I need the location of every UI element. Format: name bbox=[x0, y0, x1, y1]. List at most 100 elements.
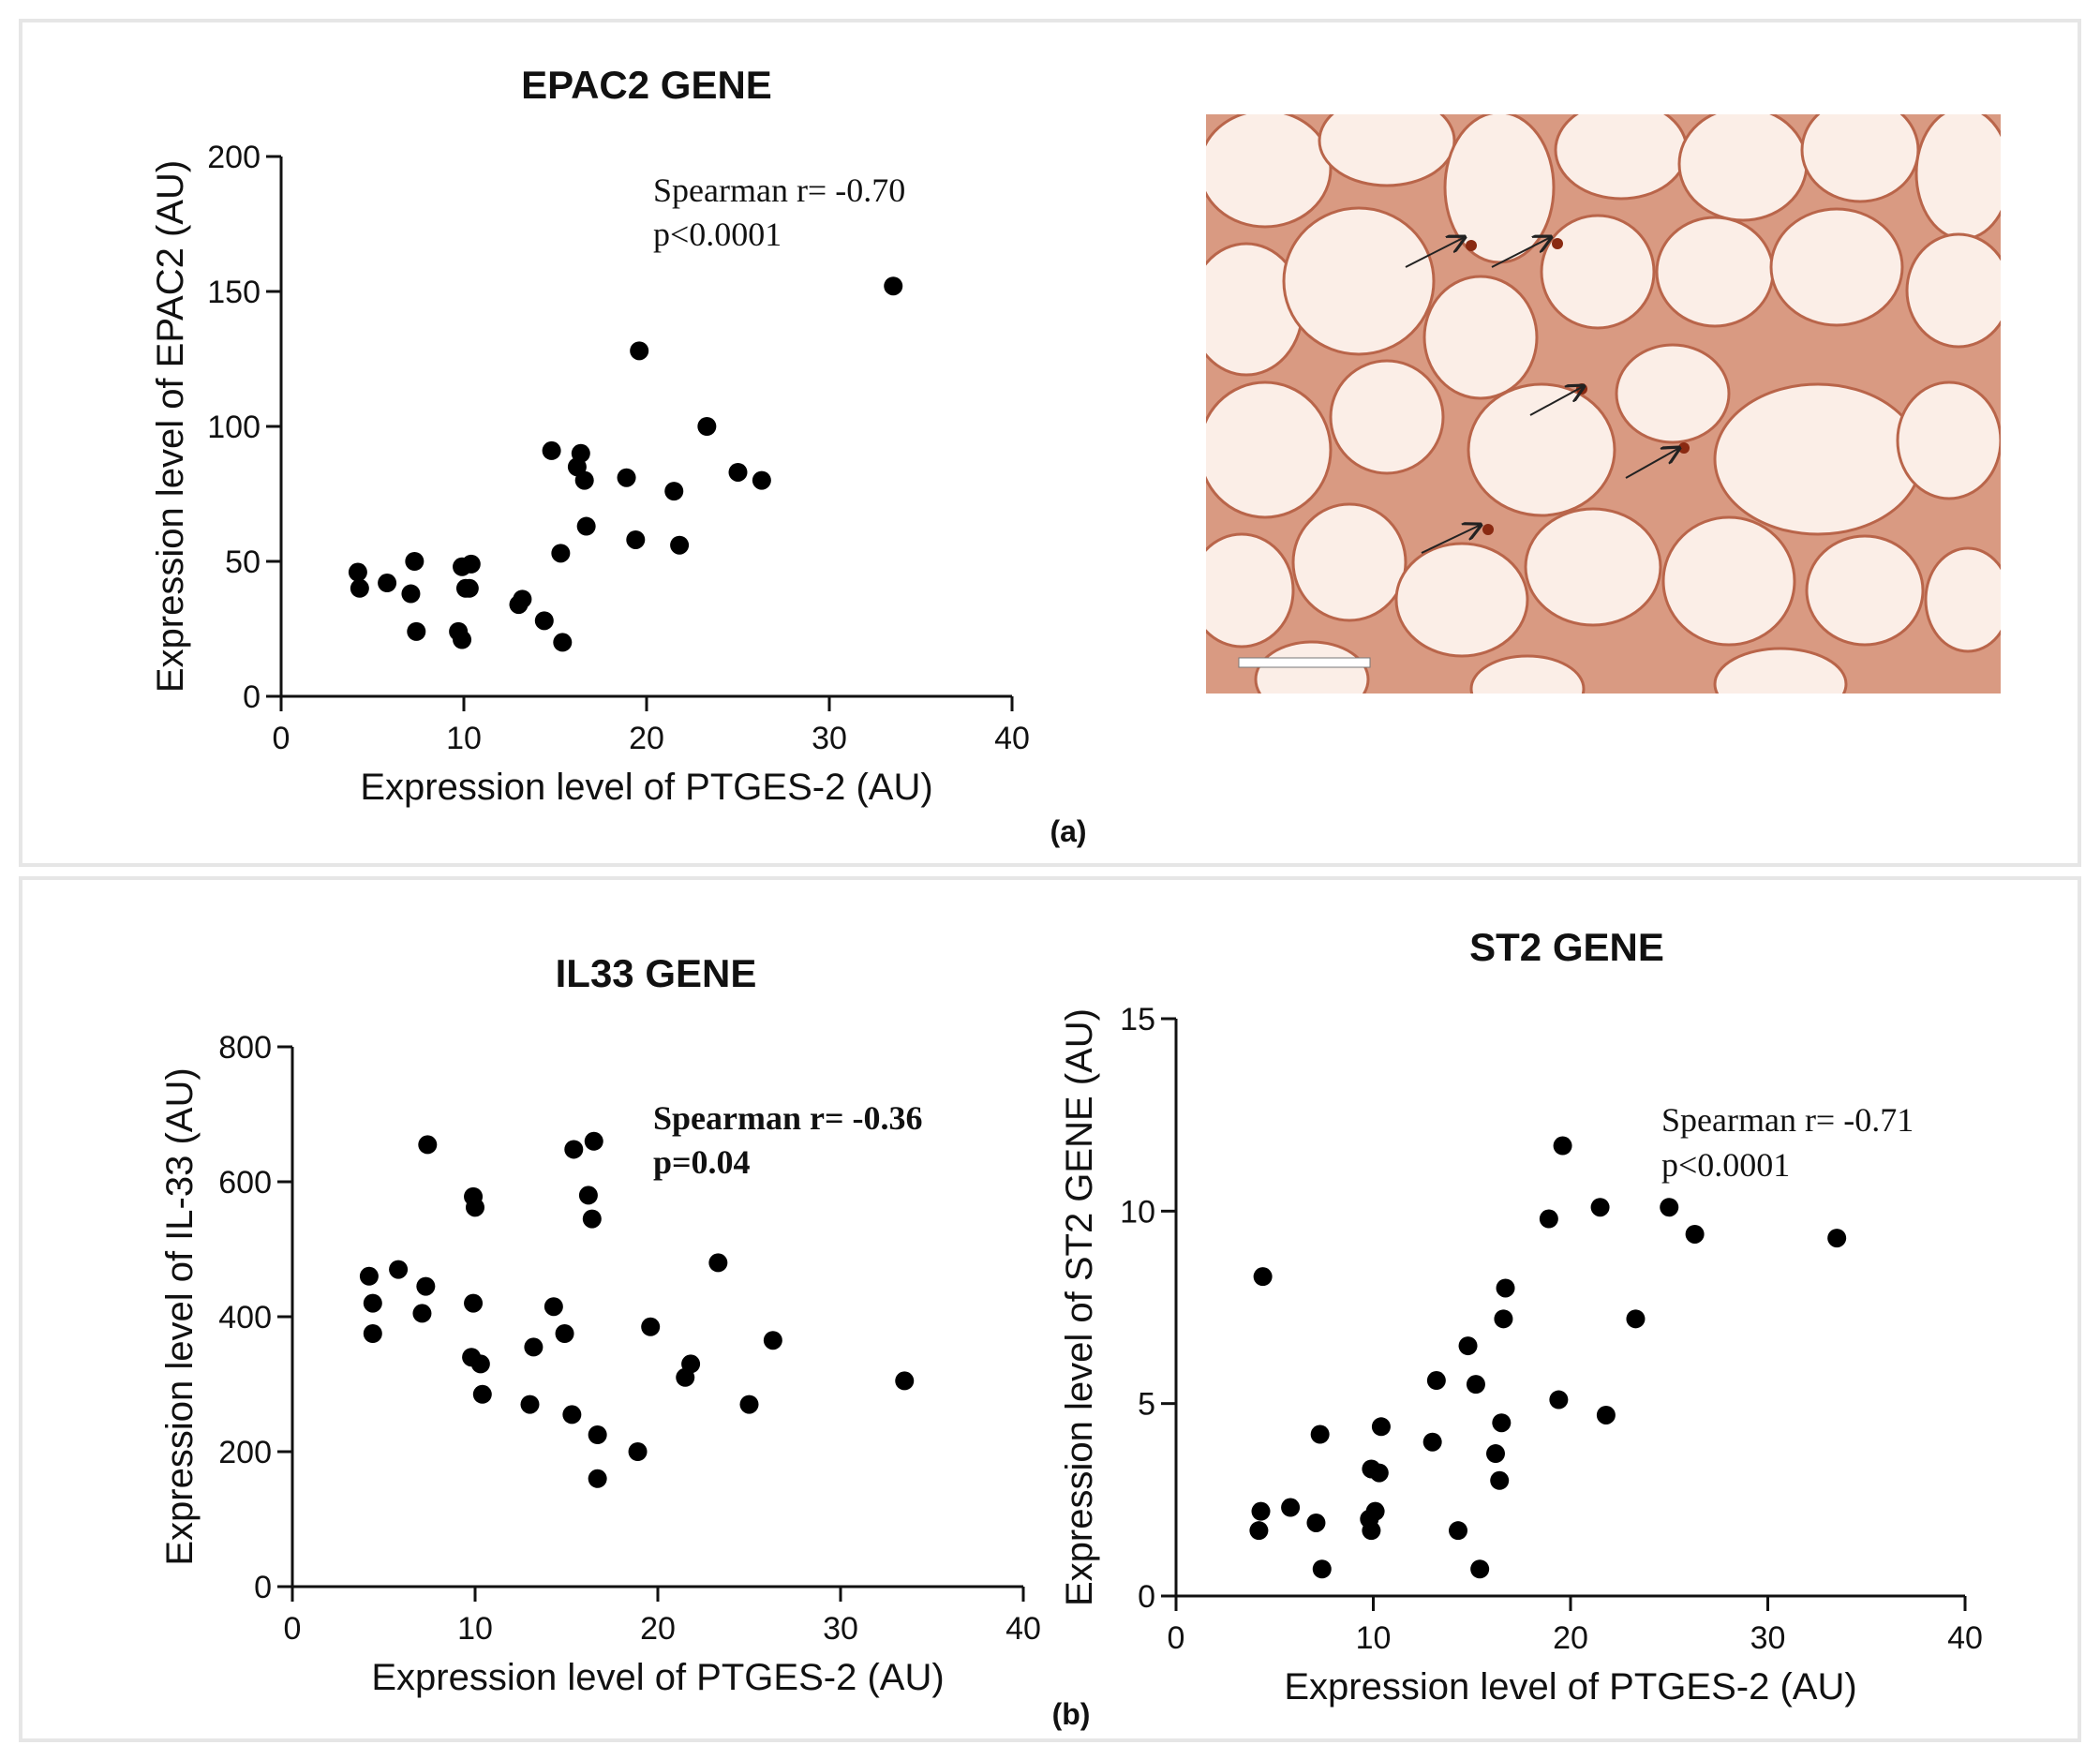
adipose-tissue-micrograph bbox=[1206, 114, 2001, 694]
y-tick-label: 150 bbox=[207, 275, 261, 310]
spearman-label: Spearman r= -0.70 bbox=[653, 172, 905, 209]
data-point bbox=[708, 1253, 728, 1273]
y-axis-label: Expression level of ST2 GENE (AU) bbox=[1059, 1008, 1100, 1606]
data-point bbox=[524, 1337, 544, 1357]
data-point bbox=[1369, 1463, 1389, 1483]
x-tick-label: 40 bbox=[994, 721, 1030, 756]
y-tick-label: 200 bbox=[207, 140, 261, 175]
data-point bbox=[1251, 1501, 1271, 1521]
x-tick-label: 10 bbox=[446, 721, 482, 756]
x-tick-label: 10 bbox=[1356, 1620, 1392, 1656]
data-point bbox=[1494, 1309, 1513, 1329]
data-point bbox=[574, 470, 594, 490]
y-tick-label: 200 bbox=[218, 1435, 272, 1470]
data-point bbox=[681, 1354, 701, 1374]
micrograph-scale-bar bbox=[1238, 657, 1371, 668]
data-point bbox=[1371, 1417, 1391, 1437]
y-tick-label: 0 bbox=[254, 1570, 272, 1605]
data-point bbox=[348, 562, 367, 582]
data-point bbox=[405, 552, 424, 571]
y-tick-label: 100 bbox=[207, 410, 261, 445]
data-point bbox=[884, 276, 903, 296]
data-point bbox=[617, 468, 636, 487]
data-point bbox=[1422, 1432, 1442, 1452]
data-point bbox=[363, 1324, 382, 1343]
chart-st2: ST2 GENE 0 10 20 30 40 0 5 10 15 Expression level … bbox=[1059, 925, 1983, 1708]
data-point bbox=[670, 535, 690, 555]
data-point bbox=[453, 630, 472, 649]
data-point bbox=[1449, 1521, 1468, 1541]
data-point bbox=[1281, 1498, 1301, 1517]
data-point bbox=[1466, 1375, 1485, 1395]
x-tick-label: 30 bbox=[1750, 1620, 1786, 1656]
data-point bbox=[1590, 1198, 1610, 1217]
y-tick-label: 0 bbox=[243, 679, 261, 715]
data-point bbox=[1626, 1309, 1646, 1329]
data-point bbox=[1539, 1209, 1558, 1229]
spearman-label: Spearman r= -0.71 bbox=[1661, 1101, 1914, 1139]
data-point bbox=[1306, 1513, 1326, 1532]
data-point bbox=[588, 1469, 607, 1488]
data-point bbox=[564, 1140, 584, 1159]
data-point bbox=[416, 1276, 436, 1296]
x-tick-label: 30 bbox=[812, 721, 847, 756]
y-tick-label: 600 bbox=[218, 1165, 272, 1201]
y-axis-label: Expression level of IL-33 (AU) bbox=[159, 1067, 201, 1565]
data-point bbox=[350, 578, 369, 598]
p-value-label: p<0.0001 bbox=[1661, 1146, 1790, 1184]
data-point bbox=[466, 1198, 484, 1217]
x-tick-label: 0 bbox=[284, 1611, 302, 1647]
y-tick-label: 800 bbox=[218, 1030, 272, 1066]
data-point bbox=[418, 1135, 438, 1155]
y-tick-label: 5 bbox=[1138, 1387, 1155, 1423]
x-axis-label: Expression level of PTGES-2 (AU) bbox=[360, 767, 932, 808]
panel-b-label: (b) bbox=[1052, 1697, 1091, 1731]
data-point bbox=[407, 621, 426, 641]
data-point bbox=[1458, 1336, 1478, 1356]
p-value-label: p<0.0001 bbox=[653, 216, 782, 253]
data-point bbox=[542, 440, 561, 460]
data-point bbox=[571, 443, 590, 463]
spearman-label: Spearman r= -0.36 bbox=[653, 1099, 923, 1137]
y-tick-label: 10 bbox=[1120, 1194, 1155, 1230]
y-tick-label: 400 bbox=[218, 1300, 272, 1335]
data-point bbox=[544, 1297, 563, 1317]
data-point bbox=[1660, 1198, 1679, 1217]
x-tick-label: 40 bbox=[1005, 1611, 1041, 1647]
data-point bbox=[459, 578, 479, 598]
data-point bbox=[464, 1293, 484, 1313]
p-value-label: p=0.04 bbox=[653, 1143, 751, 1181]
data-point bbox=[763, 1331, 782, 1350]
data-point bbox=[1312, 1559, 1332, 1579]
data-point bbox=[630, 341, 649, 361]
data-point bbox=[555, 1324, 574, 1343]
chart-title: ST2 GENE bbox=[1469, 925, 1664, 969]
data-point bbox=[1362, 1521, 1381, 1541]
data-point bbox=[1470, 1559, 1490, 1579]
panel-b bbox=[19, 876, 2081, 1742]
data-point bbox=[1685, 1224, 1705, 1244]
chart-title: EPAC2 GENE bbox=[521, 63, 772, 107]
data-point bbox=[1827, 1229, 1847, 1248]
data-point bbox=[534, 611, 554, 631]
data-point bbox=[1492, 1413, 1512, 1433]
data-point bbox=[576, 516, 596, 536]
data-point bbox=[578, 1186, 598, 1205]
data-point bbox=[461, 554, 481, 574]
data-point bbox=[626, 529, 646, 549]
data-point bbox=[582, 1209, 602, 1229]
data-point bbox=[1549, 1390, 1569, 1409]
data-point bbox=[401, 584, 421, 604]
x-tick-label: 0 bbox=[1168, 1620, 1185, 1656]
x-tick-label: 30 bbox=[823, 1611, 858, 1647]
data-point bbox=[378, 574, 397, 593]
data-point bbox=[1553, 1136, 1572, 1156]
y-tick-label: 0 bbox=[1138, 1579, 1155, 1615]
data-point bbox=[1490, 1470, 1510, 1490]
data-point bbox=[1365, 1501, 1385, 1521]
x-tick-label: 0 bbox=[273, 721, 290, 756]
data-point bbox=[1310, 1424, 1330, 1444]
data-point bbox=[664, 482, 684, 501]
